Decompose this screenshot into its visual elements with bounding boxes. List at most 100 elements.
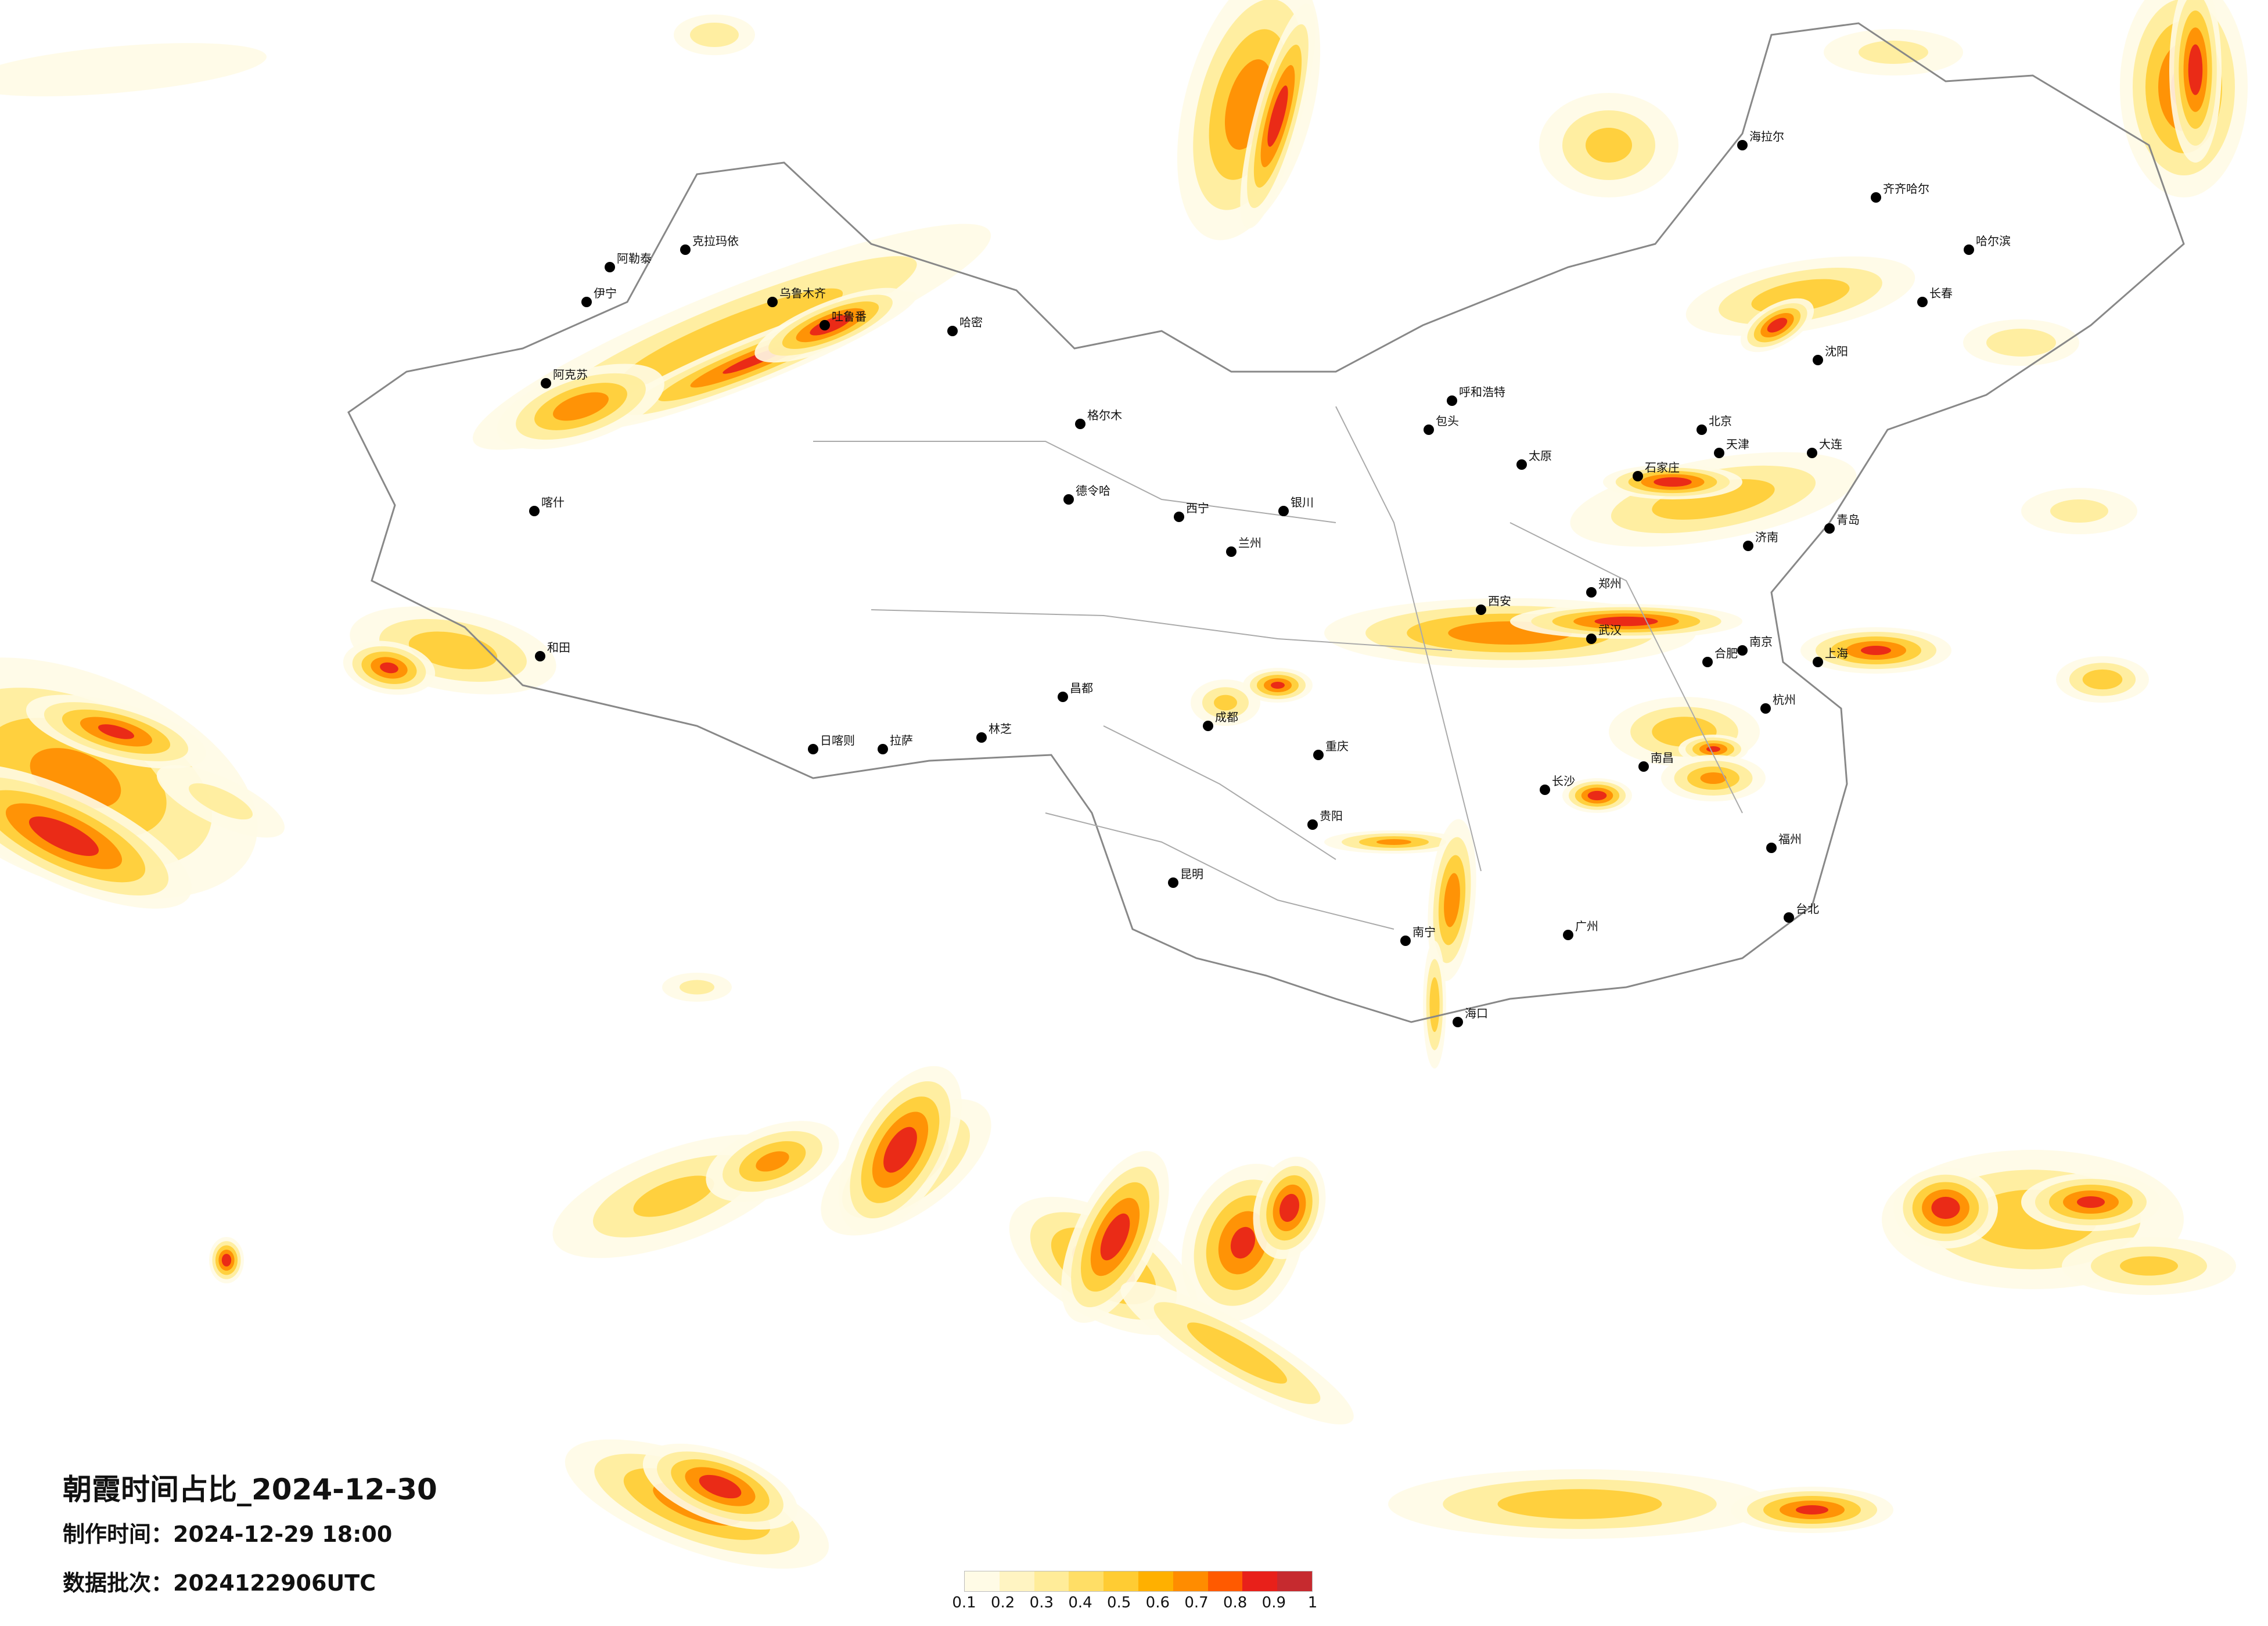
city-dot — [1714, 448, 1724, 458]
city-dot — [1058, 692, 1068, 702]
province-border — [1045, 812, 1394, 930]
city-label: 林芝 — [989, 722, 1012, 736]
city-dot — [1917, 297, 1928, 307]
colorbar — [964, 1571, 1313, 1592]
heatmap-layer — [0, 0, 2248, 1569]
city-dot — [1743, 541, 1753, 551]
heatmap-cell — [221, 1254, 232, 1267]
heatmap-cell — [2120, 1256, 2178, 1276]
city-dot — [529, 506, 540, 516]
heatmap-cell — [1594, 616, 1658, 627]
city-dot — [1807, 448, 1817, 458]
city-label: 广州 — [1575, 919, 1598, 933]
batch-label: 数据批次： — [63, 1570, 174, 1596]
heatmap-cell — [2077, 1196, 2105, 1208]
country-border — [347, 22, 2185, 1023]
city-dot — [1964, 244, 1974, 255]
heatmap-cell — [620, 288, 843, 386]
city-label: 呼和浩特 — [1459, 385, 1505, 399]
heatmap-cell — [633, 1175, 714, 1217]
city-label: 齐齐哈尔 — [1883, 182, 1929, 196]
heatmap-cell — [680, 980, 714, 995]
heatmap-cell — [188, 783, 253, 820]
city-dot — [820, 320, 830, 330]
city-dot — [1737, 140, 1748, 150]
heatmap-cell — [553, 392, 609, 421]
heatmap-cell — [1931, 1196, 1960, 1220]
city-dot — [581, 297, 592, 307]
produced-value: 2024-12-29 18:00 — [173, 1521, 393, 1547]
heatmap-cell — [2050, 499, 2108, 523]
city-dot — [947, 326, 958, 336]
city-label: 武汉 — [1598, 623, 1622, 637]
city-label: 哈密 — [959, 315, 983, 329]
city-label: 郑州 — [1598, 577, 1622, 591]
city-dot — [1540, 785, 1550, 795]
city-label: 福州 — [1778, 832, 1802, 846]
colorbar-swatch — [999, 1571, 1034, 1591]
city-label: 天津 — [1726, 437, 1749, 451]
colorbar-swatch — [1173, 1571, 1208, 1591]
city-dot — [541, 378, 551, 388]
heatmap-cell — [380, 662, 398, 674]
colorbar-ticks: 0.1 0.2 0.3 0.4 0.5 0.6 0.7 0.8 0.9 1 — [952, 1592, 1317, 1615]
colorbar-swatch — [1069, 1571, 1104, 1591]
city-label: 南京 — [1749, 635, 1773, 649]
city-dot — [1453, 1017, 1463, 1027]
colorbar-tick-label: 0.5 — [1106, 1594, 1131, 1611]
heatmap-cell — [1230, 1226, 1256, 1259]
heatmap-cell — [1767, 318, 1788, 333]
city-label: 西安 — [1488, 594, 1511, 608]
colorbar-swatch — [1138, 1571, 1173, 1591]
heatmap-cell — [1271, 682, 1285, 689]
city-label: 沈阳 — [1825, 344, 1848, 358]
city-dot — [1400, 936, 1411, 946]
chart-title: 朝霞时间占比_2024-12-30 — [63, 1473, 437, 1506]
city-dot — [976, 732, 987, 743]
heatmap-cell — [1986, 329, 2056, 357]
city-label: 大连 — [1819, 437, 1842, 451]
heatmap-cell — [1861, 646, 1891, 655]
city-label: 济南 — [1755, 530, 1778, 544]
heatmap-cell — [1214, 695, 1237, 711]
colorbar-tick-label: 1 — [1307, 1594, 1318, 1611]
heatmap-cell — [1267, 85, 1288, 147]
produced-label: 制作时间： — [63, 1521, 174, 1547]
city-dot — [1871, 192, 1881, 203]
city-label: 哈尔滨 — [1976, 234, 2011, 248]
city-dot — [1696, 425, 1707, 435]
heatmap-cell — [1376, 839, 1411, 845]
city-label: 西宁 — [1186, 501, 1209, 515]
city-dot — [1307, 819, 1318, 830]
heatmap-cell — [0, 43, 267, 96]
colorbar-swatch — [1034, 1571, 1069, 1591]
produced-time: 制作时间：2024-12-29 18:00 — [63, 1510, 437, 1559]
city-dot — [1702, 657, 1713, 667]
city-label: 银川 — [1291, 495, 1314, 509]
heatmap-cell — [1796, 1505, 1828, 1515]
city-label: 海拉尔 — [1749, 129, 1784, 143]
province-border — [1509, 522, 1743, 814]
city-dot — [1278, 506, 1289, 516]
city-dot — [1203, 721, 1213, 731]
city-dot — [808, 744, 818, 754]
city-label: 德令哈 — [1076, 484, 1110, 498]
city-dot — [1476, 605, 1486, 615]
city-dot — [1174, 512, 1184, 522]
heatmap-cell — [98, 724, 135, 739]
city-label: 昆明 — [1180, 867, 1203, 881]
heatmap-cell — [810, 315, 851, 336]
province-border — [871, 609, 1453, 651]
title-block: 朝霞时间占比_2024-12-30 制作时间：2024-12-29 18:00 … — [63, 1469, 437, 1607]
batch-value: 2024122906UTC — [173, 1570, 376, 1596]
city-label: 台北 — [1796, 902, 1819, 916]
city-dot — [878, 744, 888, 754]
colorbar-tick-label: 0.6 — [1145, 1594, 1170, 1611]
city-dot — [1813, 355, 1823, 365]
city-dot — [1760, 703, 1771, 714]
colorbar-tick-label: 0.1 — [952, 1594, 976, 1611]
heatmap-cell — [1497, 1489, 1662, 1519]
heatmap-cell — [1654, 477, 1692, 487]
city-label: 成都 — [1215, 710, 1238, 724]
